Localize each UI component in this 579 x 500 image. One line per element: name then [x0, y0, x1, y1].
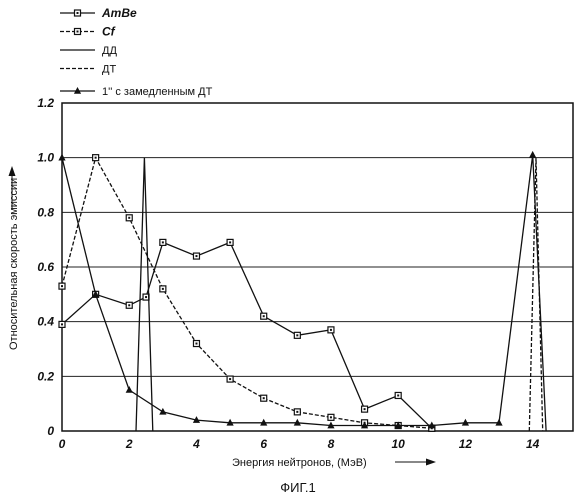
legend-entry-1: Cf [60, 25, 116, 39]
y-tick-label: 0.2 [37, 369, 54, 383]
data-point [193, 341, 199, 347]
data-point [395, 392, 401, 398]
legend-label: ДД [102, 45, 117, 57]
data-point [261, 313, 267, 319]
data-point [193, 253, 199, 259]
legend-label: 1'' с замедленным ДТ [102, 86, 213, 98]
y-tick-label: 0 [47, 424, 54, 438]
data-point [159, 408, 166, 415]
data-point [126, 386, 133, 393]
x-tick-label: 10 [392, 437, 406, 451]
data-point [58, 154, 65, 161]
series-line-4 [62, 155, 546, 431]
series-layer [58, 151, 546, 431]
x-tick-label: 4 [192, 437, 200, 451]
tick-labels: 0 0.2 0.4 0.6 0.8 1.0 1.2 0 2 4 6 8 10 12 14 [37, 96, 539, 451]
data-point [529, 151, 536, 158]
data-point [59, 321, 65, 327]
x-tick-label: 8 [328, 437, 335, 451]
data-point [227, 239, 233, 245]
x-tick-label: 2 [125, 437, 133, 451]
data-point [126, 302, 132, 308]
legend-entry-3: ДТ [60, 64, 116, 76]
data-point [227, 376, 233, 382]
legend-label: ДТ [102, 64, 116, 76]
series-line-1 [62, 158, 432, 429]
figure-caption: ФИГ.1 [280, 480, 316, 495]
y-axis-arrow-head [9, 166, 16, 176]
data-point [362, 406, 368, 412]
y-tick-label: 0.8 [37, 205, 54, 219]
series-line-3 [529, 158, 542, 431]
legend-label: AmBe [101, 6, 137, 20]
series-0 [59, 239, 435, 431]
data-point [93, 155, 99, 161]
data-point [294, 409, 300, 415]
series-line-0 [62, 242, 432, 428]
legend-marker [75, 29, 81, 35]
x-axis-label: Энергия нейтронов, (МэВ) [232, 457, 367, 469]
series-1 [59, 155, 435, 432]
y-tick-label: 0.4 [37, 315, 54, 329]
series-3 [529, 158, 542, 431]
data-point [160, 286, 166, 292]
y-tick-label: 0.6 [37, 260, 54, 274]
y-tick-label: 1.0 [37, 151, 54, 165]
y-axis-label: Относительная скорость эмиссии [8, 178, 20, 350]
data-point [328, 414, 334, 420]
data-point [261, 395, 267, 401]
data-point [59, 283, 65, 289]
data-point [294, 332, 300, 338]
series-4 [58, 151, 546, 431]
x-tick-label: 6 [260, 437, 267, 451]
x-tick-label: 12 [459, 437, 473, 451]
legend-entry-0: AmBe [60, 6, 137, 20]
legend-entry-4: 1'' с замедленным ДТ [60, 86, 213, 98]
legend-entry-2: ДД [60, 45, 117, 57]
data-point [126, 215, 132, 221]
legend: AmBe Cf ДД ДТ 1'' с замедленным ДТ [60, 6, 213, 98]
legend-label: Cf [102, 25, 116, 39]
data-point [160, 239, 166, 245]
x-tick-label: 0 [59, 437, 66, 451]
x-tick-label: 14 [526, 437, 540, 451]
data-point [328, 327, 334, 333]
y-tick-label: 1.2 [37, 96, 54, 110]
legend-marker [75, 10, 81, 16]
x-axis-arrow-head [426, 459, 436, 466]
